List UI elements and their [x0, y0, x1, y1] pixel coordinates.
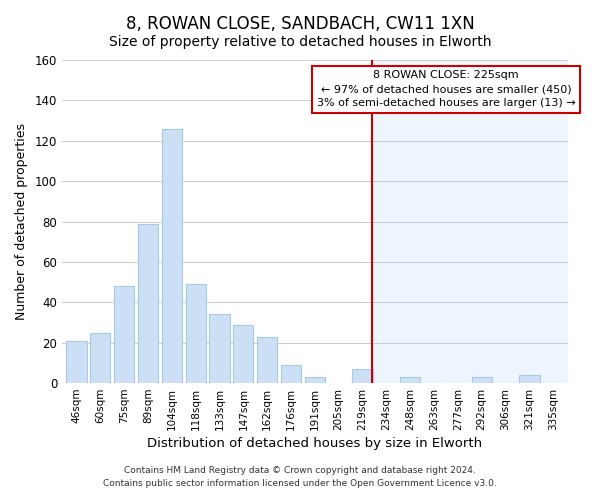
Bar — [281, 365, 301, 383]
X-axis label: Distribution of detached houses by size in Elworth: Distribution of detached houses by size … — [148, 437, 482, 450]
Text: Size of property relative to detached houses in Elworth: Size of property relative to detached ho… — [109, 35, 491, 49]
Bar — [400, 377, 421, 383]
Bar — [138, 224, 158, 383]
Bar — [162, 128, 182, 383]
Text: Contains HM Land Registry data © Crown copyright and database right 2024.
Contai: Contains HM Land Registry data © Crown c… — [103, 466, 497, 487]
Y-axis label: Number of detached properties: Number of detached properties — [15, 123, 28, 320]
Bar — [519, 375, 539, 383]
Bar — [257, 336, 277, 383]
Text: 8 ROWAN CLOSE: 225sqm
← 97% of detached houses are smaller (450)
3% of semi-deta: 8 ROWAN CLOSE: 225sqm ← 97% of detached … — [317, 70, 575, 108]
Text: 8, ROWAN CLOSE, SANDBACH, CW11 1XN: 8, ROWAN CLOSE, SANDBACH, CW11 1XN — [125, 15, 475, 33]
Bar — [90, 332, 110, 383]
Bar — [305, 377, 325, 383]
Bar — [233, 324, 253, 383]
Bar — [372, 60, 568, 383]
Bar — [114, 286, 134, 383]
Bar — [209, 314, 230, 383]
Bar — [352, 369, 373, 383]
Bar — [185, 284, 206, 383]
Bar — [67, 340, 86, 383]
Bar — [472, 377, 492, 383]
